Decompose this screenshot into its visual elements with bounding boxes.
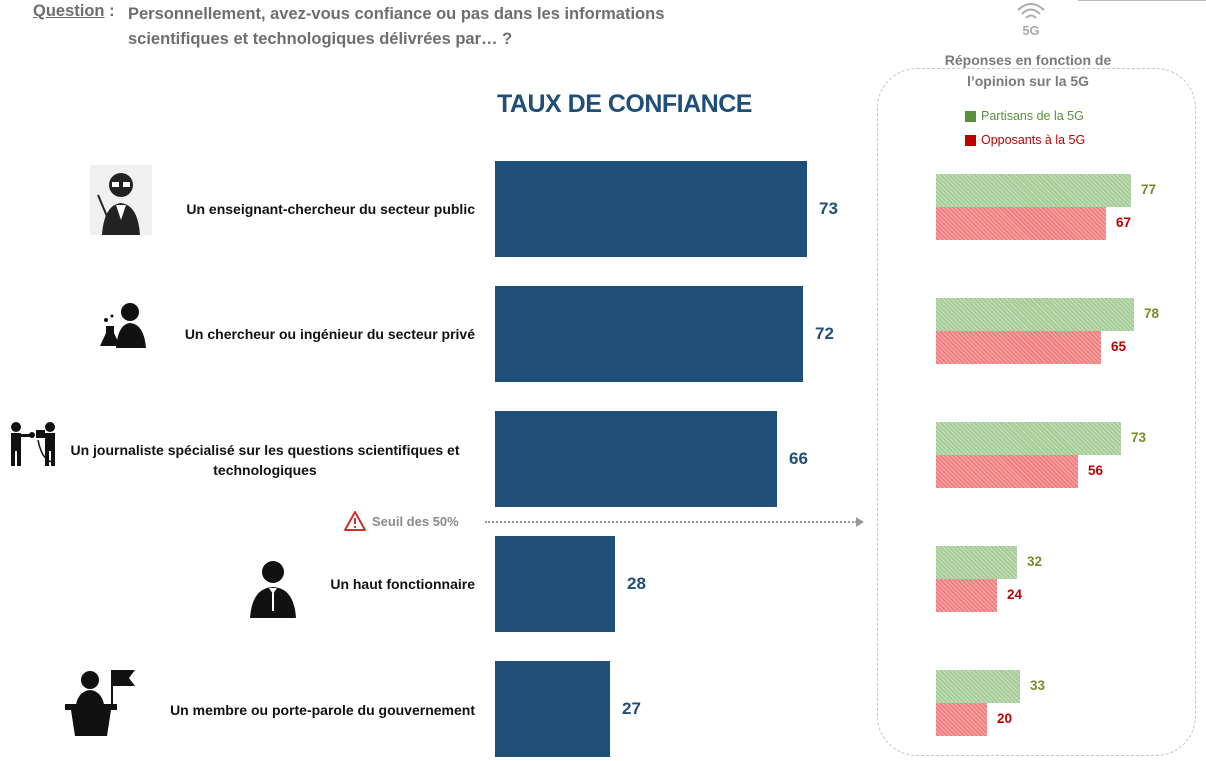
opposants-bar — [936, 331, 1101, 364]
main-bar-value: 28 — [627, 574, 646, 593]
main-bar-value: 72 — [815, 324, 834, 343]
partisans-bar — [936, 298, 1134, 331]
opposants-bar — [936, 703, 987, 736]
main-bar-value: 27 — [622, 699, 641, 718]
threshold-label: Seuil des 50% — [372, 513, 459, 529]
5g-panel — [877, 68, 1196, 756]
wifi-5g-icon: 5G — [1017, 3, 1045, 36]
opposants-value: 65 — [1111, 339, 1127, 354]
partisans-bar — [936, 174, 1131, 207]
row-label-chercheur-prive: Un chercheur ou ingénieur du secteur pri… — [184, 326, 475, 342]
journalist-icon — [11, 422, 55, 466]
opposants-bar — [936, 207, 1106, 240]
opposants-value: 20 — [997, 711, 1013, 726]
legend-swatch-red — [965, 134, 976, 146]
svg-text:5G: 5G — [1022, 23, 1039, 36]
threshold-arrow — [856, 517, 864, 527]
partisans-value: 78 — [1144, 306, 1160, 321]
legend-swatch-green — [965, 110, 976, 122]
legend-partisans: Partisans de la 5G — [965, 109, 1084, 123]
opposants-bar — [936, 455, 1078, 488]
partisans-value: 73 — [1131, 430, 1147, 445]
legend-opposants: Opposants à la 5G — [965, 133, 1085, 147]
question-text: Personnellement, avez-vous confiance ou … — [128, 5, 665, 48]
partisans-bar — [936, 670, 1020, 703]
row-label-enseignant: Un enseignant-chercheur du secteur publi… — [186, 201, 475, 217]
speaker-flag-icon — [65, 670, 135, 736]
chart-title: TAUX DE CONFIANCE — [497, 90, 752, 118]
partisans-value: 33 — [1030, 678, 1046, 693]
row-label-haut-fonctionnaire: Un haut fonctionnaire — [330, 576, 475, 592]
main-bar — [495, 411, 777, 507]
partisans-value: 77 — [1141, 182, 1157, 197]
partisans-bar — [936, 546, 1017, 579]
question-label: Question : — [33, 2, 115, 20]
row-label-journaliste: Un journaliste spécialisé sur les questi… — [70, 442, 460, 478]
scientist-icon — [90, 165, 152, 235]
partisans-value: 32 — [1027, 554, 1043, 569]
official-icon — [250, 561, 296, 618]
main-bar — [495, 536, 615, 632]
panel-title: Réponses en fonction de l’opinion sur la… — [944, 52, 1112, 89]
threshold-marker: Seuil des 50% — [344, 511, 459, 531]
main-bar — [495, 661, 610, 757]
top-rule — [1078, 0, 1206, 1]
warning-icon — [344, 511, 366, 531]
lab-researcher-icon — [100, 303, 146, 348]
main-bar-value: 66 — [789, 449, 808, 468]
opposants-value: 67 — [1116, 215, 1132, 230]
main-bar — [495, 286, 803, 382]
legend-label-partisans: Partisans de la 5G — [981, 109, 1084, 123]
legend-label-opposants: Opposants à la 5G — [981, 133, 1086, 147]
opposants-value: 24 — [1007, 587, 1023, 602]
main-bar — [495, 161, 807, 257]
threshold-line — [485, 521, 857, 523]
opposants-bar — [936, 579, 997, 612]
row-label-gouvernement: Un membre ou porte-parole du gouvernemen… — [170, 702, 475, 718]
main-bar-value: 73 — [819, 199, 838, 218]
partisans-bar — [936, 422, 1121, 455]
opposants-value: 56 — [1088, 463, 1104, 478]
